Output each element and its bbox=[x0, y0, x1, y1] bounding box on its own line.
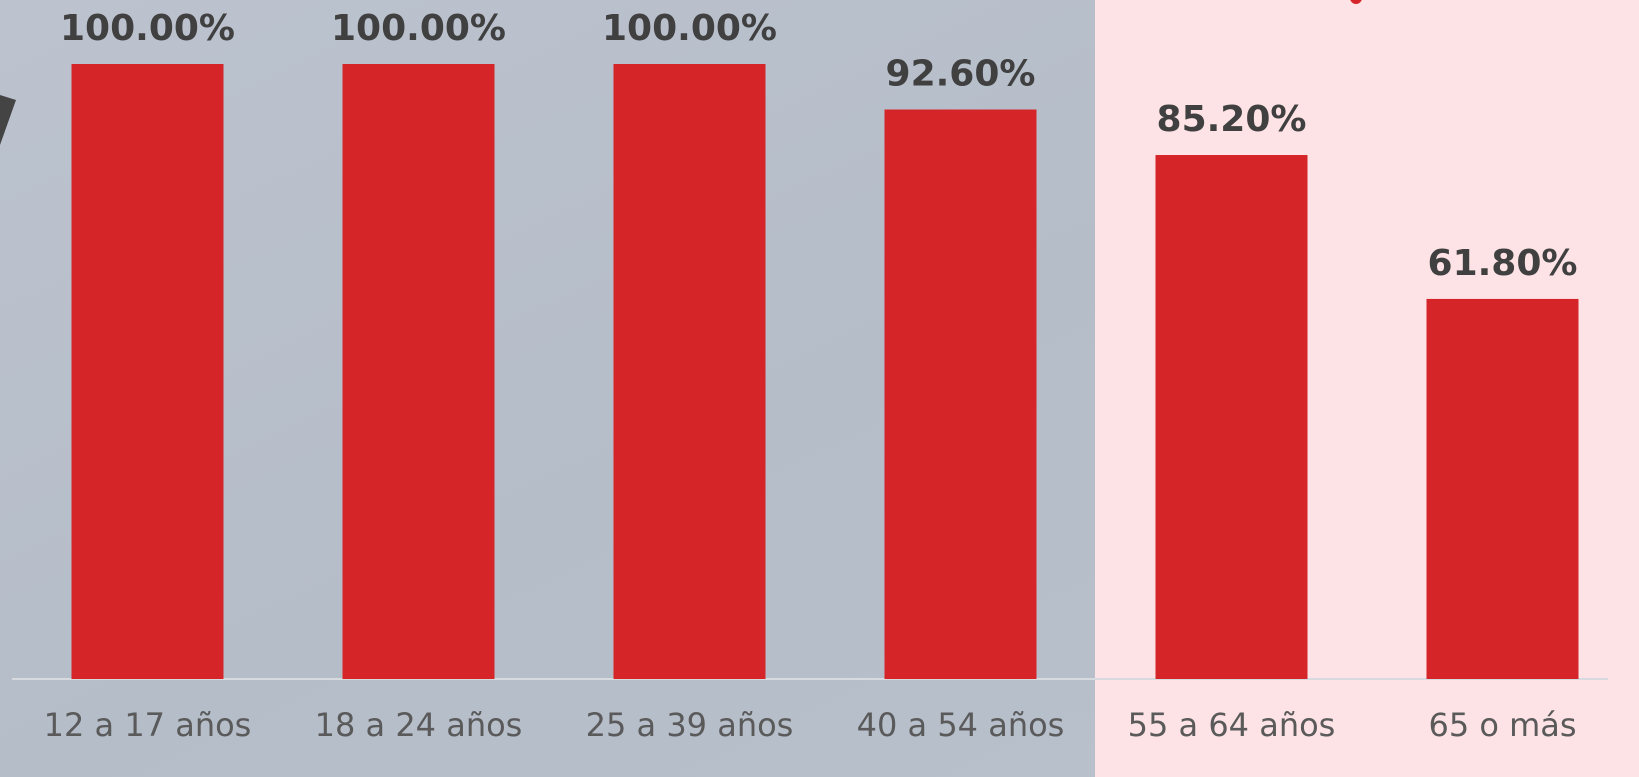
decoration-dot bbox=[1350, 0, 1362, 4]
x-tick-label: 25 a 39 años bbox=[586, 706, 794, 744]
x-tick-label: 12 a 17 años bbox=[44, 706, 252, 744]
value-label: 85.20% bbox=[1157, 99, 1307, 140]
bar bbox=[884, 109, 1037, 679]
value-label: 100.00% bbox=[331, 8, 506, 49]
bar bbox=[71, 64, 224, 679]
bar bbox=[613, 64, 766, 679]
value-label: 100.00% bbox=[60, 8, 235, 49]
decoration bbox=[0, 95, 16, 145]
x-tick-label: 55 a 64 años bbox=[1128, 706, 1336, 744]
bar bbox=[342, 64, 495, 679]
value-label: 100.00% bbox=[602, 8, 777, 49]
value-label: 92.60% bbox=[886, 54, 1036, 95]
value-label: 61.80% bbox=[1428, 243, 1578, 284]
bar bbox=[1155, 155, 1308, 679]
x-tick-label: 18 a 24 años bbox=[315, 706, 523, 744]
bar bbox=[1426, 298, 1579, 679]
x-tick-label: 40 a 54 años bbox=[857, 706, 1065, 744]
x-tick-label: 65 o más bbox=[1428, 706, 1576, 744]
